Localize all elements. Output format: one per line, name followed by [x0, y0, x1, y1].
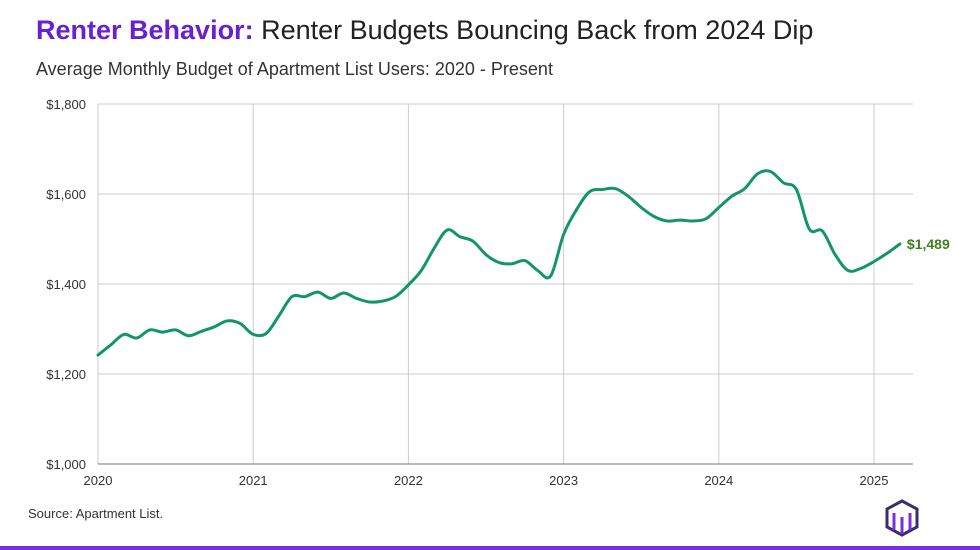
x-tick-label: 2024: [704, 473, 733, 488]
series-line: [96, 169, 902, 357]
apartment-list-logo-icon: [885, 499, 919, 537]
y-tick-label: $1,600: [46, 187, 86, 202]
x-tick-label: 2020: [84, 473, 113, 488]
end-value-label: $1,489: [907, 236, 950, 252]
x-tick-label: 2025: [860, 473, 889, 488]
chart-title-rest: Renter Budgets Bouncing Back from 2024 D…: [253, 15, 814, 45]
y-tick-label: $1,200: [46, 367, 86, 382]
brand-bottom-bar: [0, 546, 980, 550]
chart-title-lead: Renter Behavior:: [36, 15, 254, 45]
x-tick-label: 2021: [239, 473, 268, 488]
source-note: Source: Apartment List.: [28, 506, 164, 521]
chart-subtitle: Average Monthly Budget of Apartment List…: [36, 59, 553, 79]
y-tick-label: $1,000: [46, 457, 86, 472]
x-tick-label: 2022: [394, 473, 423, 488]
y-tick-label: $1,400: [46, 277, 86, 292]
chart-title: Renter Behavior: Renter Budgets Bouncing…: [36, 12, 813, 48]
y-tick-label: $1,800: [46, 97, 86, 112]
x-tick-label: 2023: [549, 473, 578, 488]
